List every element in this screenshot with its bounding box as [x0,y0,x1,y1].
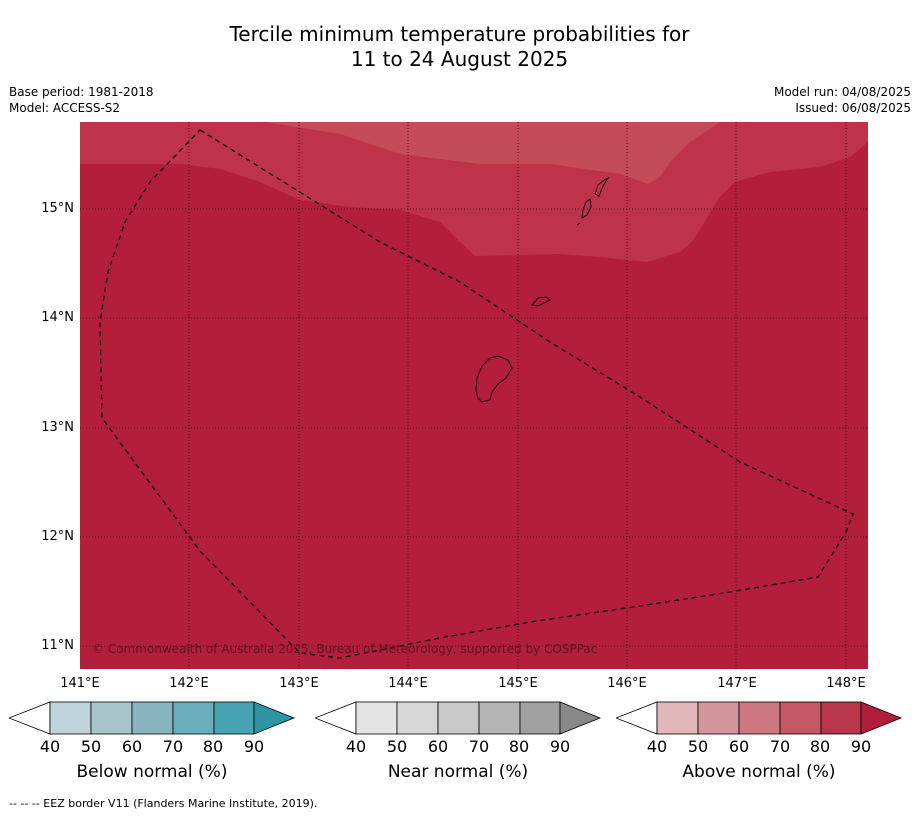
colorbar-near-normal: 40 50 60 70 80 90 Near normal (%) [315,701,603,791]
tick-label: 80 [508,737,530,756]
lat-label-13: 13°N [41,420,74,435]
tick-label: 70 [468,737,490,756]
tick-label: 50 [80,737,102,756]
tick-label: 90 [243,737,265,756]
meta-right: Model run: 04/08/2025 Issued: 06/08/2025 [774,84,911,116]
colorbar-above-swatch [697,701,740,735]
tick-label: 50 [386,737,408,756]
model-run: Model run: 04/08/2025 [773,85,911,99]
lat-label-12: 12°N [41,529,74,544]
lat-label-11: 11°N [41,638,74,653]
tick-label: 90 [850,737,872,756]
colorbar-near-swatch [519,701,561,735]
colorbar-above-upper-arrow [860,701,903,735]
title-line-2: 11 to 24 August 2025 [350,47,569,71]
colorbar-near-lower-arrow [315,701,357,735]
colorbar-above-swatch [820,701,862,735]
title-line-1: Tercile minimum temperature probabilitie… [229,22,690,46]
lon-label-142: 142°E [169,676,209,691]
base-period: Base period: 1981-2018 [9,85,154,99]
colorbar-below-lower-arrow [9,701,51,735]
tick-label: 80 [202,737,224,756]
colorbar-below-swatch [172,701,215,735]
colorbar-above-swatch [738,701,781,735]
lon-label-148: 148°E [826,676,866,691]
lon-label-147: 147°E [717,676,757,691]
issued-date: Issued: 06/08/2025 [795,101,911,115]
lat-label-14: 14°N [41,310,74,325]
colorbar-above-normal: 40 50 60 70 80 90 Above normal (%) [616,701,904,791]
colorbar-near-swatch [396,701,439,735]
colorbar-near-upper-arrow [559,701,602,735]
colorbar-label-near: Near normal (%) [387,762,529,782]
colorbar-above-swatch [779,701,822,735]
lon-label-146: 146°E [607,676,647,691]
tick-label: 60 [427,737,449,756]
colorbar-below-upper-arrow [253,701,296,735]
tick-label: 40 [646,737,668,756]
tick-label: 40 [345,737,367,756]
island-saipan [594,176,610,197]
map-panel: © Commonwealth of Australia 2025, Bureau… [80,122,868,669]
island-tinian [581,198,592,219]
colorbar-near-swatch [355,701,398,735]
colorbar-below-swatch [213,701,255,735]
island-aguijan [576,222,581,226]
lon-label-144: 144°E [388,676,428,691]
island-guam [475,355,513,403]
colorbar-label-above: Above normal (%) [682,762,836,782]
gridlines [80,122,868,669]
tick-label: 40 [39,737,61,756]
islands [475,176,610,403]
lon-label-145: 145°E [498,676,538,691]
tick-label: 70 [769,737,791,756]
copyright-notice: © Commonwealth of Australia 2025, Bureau… [92,642,597,656]
eez-border [99,129,854,659]
colorbar-label-below: Below normal (%) [76,762,228,782]
eez-legend-note: -- -- -- EEZ border V11 (Flanders Marine… [9,797,318,810]
tick-label: 70 [162,737,184,756]
colorbar-above-lower-arrow [616,701,658,735]
tick-label: 60 [121,737,143,756]
colorbar-below-swatch [131,701,174,735]
colorbar-above-swatch [656,701,699,735]
colorbar-near-swatch [478,701,521,735]
colorbar-below-normal: 40 50 60 70 80 90 Below normal (%) [9,701,297,791]
colorbar-below-swatch [90,701,133,735]
tick-label: 90 [549,737,571,756]
tick-label: 80 [809,737,831,756]
colorbar-near-swatch [437,701,480,735]
lat-label-15: 15°N [41,201,74,216]
lon-label-143: 143°E [279,676,319,691]
meta-left: Base period: 1981-2018 Model: ACCESS-S2 [9,84,154,116]
model-name: Model: ACCESS-S2 [9,101,121,115]
tick-label: 50 [687,737,709,756]
band-60-70 [265,122,720,184]
colorbar-below-swatch [49,701,92,735]
island-rota [531,296,551,307]
tick-label: 60 [728,737,750,756]
map-title: Tercile minimum temperature probabilitie… [0,22,919,72]
lon-label-141: 141°E [60,676,100,691]
